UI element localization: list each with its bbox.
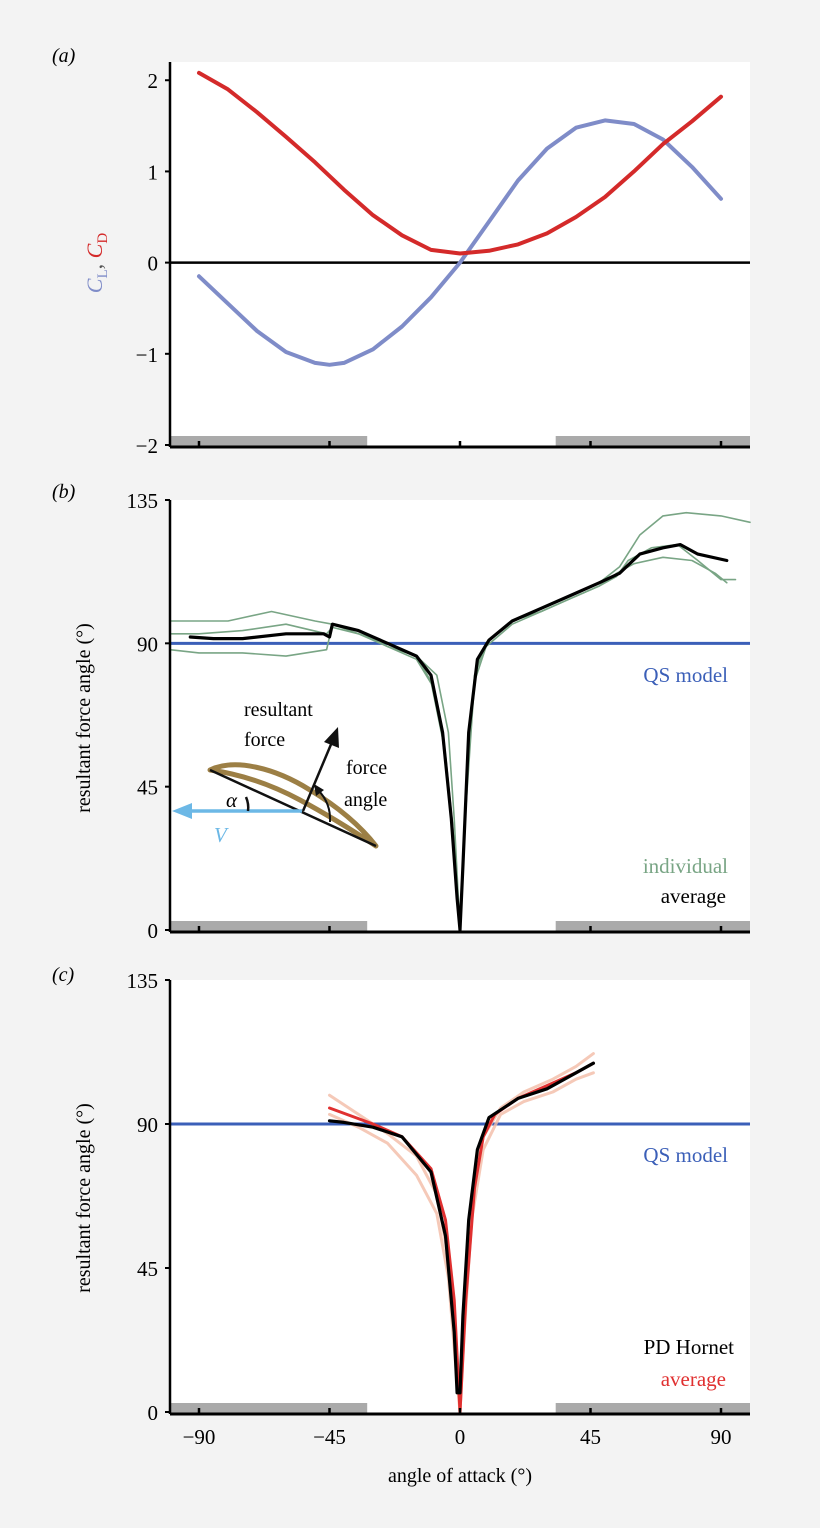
stroke-reversal-bar xyxy=(170,436,368,446)
velocity-arrow-head xyxy=(172,803,192,819)
inset-resultant-label-2: force xyxy=(244,729,285,751)
ylabel-a: CL, CD xyxy=(82,233,111,294)
qs-model-label-b: QS model xyxy=(643,663,728,687)
legend-pd-hornet-c: PD Hornet xyxy=(644,1335,735,1359)
plot-c: 135 90 45 0 −90 −45 0 45 90 xyxy=(127,969,750,1449)
plot-area xyxy=(170,500,750,932)
inset-velocity-label: V xyxy=(214,823,229,847)
legend-average-b: average xyxy=(661,884,726,908)
xlabel-c: angle of attack (°) xyxy=(388,1465,532,1487)
legend-average-c: average xyxy=(661,1367,726,1391)
y-tick-label: 135 xyxy=(127,489,159,513)
inset-force-angle-label-1: force xyxy=(346,757,387,779)
inset-resultant-label-1: resultant xyxy=(244,699,313,721)
force-angle-arc-head xyxy=(314,784,324,796)
series-pd-hornet xyxy=(327,1061,595,1395)
y-tick-label: 0 xyxy=(148,252,159,276)
y-tick-label: 1 xyxy=(148,160,159,184)
chord-line xyxy=(209,768,377,848)
stroke-reversal-bar xyxy=(555,1403,750,1413)
qs-model-label-c: QS model xyxy=(643,1143,728,1167)
ylabel-a-cd-sub: D xyxy=(95,233,111,244)
stroke-reversal-bar xyxy=(555,436,750,446)
y-tick-label: 90 xyxy=(137,1113,158,1137)
ylabel-a-cd: C xyxy=(82,243,107,258)
y-tick-label: 0 xyxy=(148,1401,159,1425)
y-tick-label: −1 xyxy=(136,343,158,367)
x-tick-label: 45 xyxy=(580,1425,601,1449)
y-tick-label: 90 xyxy=(137,632,158,656)
panel-label-c: (c) xyxy=(52,964,75,986)
resultant-force-arrow-head xyxy=(324,727,339,748)
series-lift xyxy=(197,118,723,367)
y-tick-label: −2 xyxy=(136,434,158,458)
plot-a: 2 1 0 −1 −2 xyxy=(136,62,750,458)
x-tick-label: 0 xyxy=(455,1425,466,1449)
wing-diagram-inset: resultant force force angle α V xyxy=(172,699,387,849)
y-tick-label: 2 xyxy=(148,69,159,93)
ylabel-a-cl: C xyxy=(82,278,107,293)
series-drag xyxy=(197,70,723,256)
x-tick-label: −90 xyxy=(183,1425,216,1449)
alpha-arc xyxy=(244,796,250,812)
ylabel-a-cl-sub: L xyxy=(95,269,111,278)
ylabel-c: resultant force angle (°) xyxy=(73,1103,95,1293)
plot-area xyxy=(170,980,750,1414)
y-tick-label: 0 xyxy=(148,919,159,943)
y-tick-label: 135 xyxy=(127,969,159,993)
y-tick-label: 45 xyxy=(137,776,158,800)
resultant-force-arrow xyxy=(301,741,334,812)
stroke-reversal-bar xyxy=(170,921,368,931)
x-tick-label: −45 xyxy=(313,1425,346,1449)
panel-label-a: (a) xyxy=(52,45,76,67)
y-tick-label: 45 xyxy=(137,1257,158,1281)
stroke-reversal-bar xyxy=(555,921,750,931)
x-tick-label: 90 xyxy=(711,1425,732,1449)
ylabel-b: resultant force angle (°) xyxy=(73,623,95,813)
plots: 2 1 0 −1 −2 135 90 45 0 135 90 45 0 −90 −45 0 45 90 xyxy=(127,62,751,1449)
stroke-reversal-bar xyxy=(170,1403,368,1413)
ylabel-a-comma: , xyxy=(82,258,107,269)
inset-alpha-label: α xyxy=(226,788,238,812)
legend-individual-b: individual xyxy=(643,854,728,878)
inset-force-angle-label-2: angle xyxy=(344,789,387,811)
panel-label-b: (b) xyxy=(52,481,76,503)
plot-b: 135 90 45 0 xyxy=(127,489,751,943)
